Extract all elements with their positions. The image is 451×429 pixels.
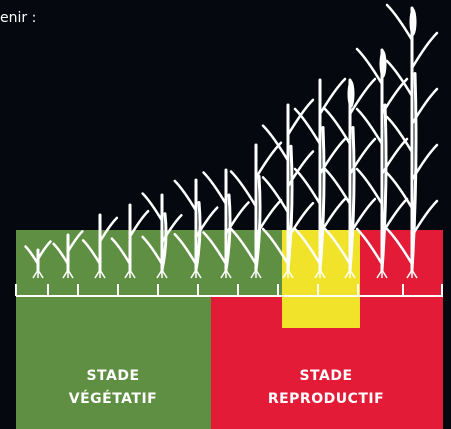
header-text: enir : [0,10,36,26]
flowering-marker [282,296,360,328]
plant-ear [380,50,387,78]
stage-label: VÉGÉTATIF [69,390,158,407]
plant-ear [348,80,355,108]
vegetative-band-top [16,230,282,296]
reproductive-band-top [360,230,443,296]
plant-ear [410,8,417,36]
stage-label: REPRODUCTIF [268,391,384,407]
stage-label: STADE [299,368,352,384]
stage-label: STADE [86,368,139,384]
vegetative-block [16,296,211,429]
infographic: enir : STADE VÉGÉTATIF STADE REPRODUCTIF [0,0,451,429]
